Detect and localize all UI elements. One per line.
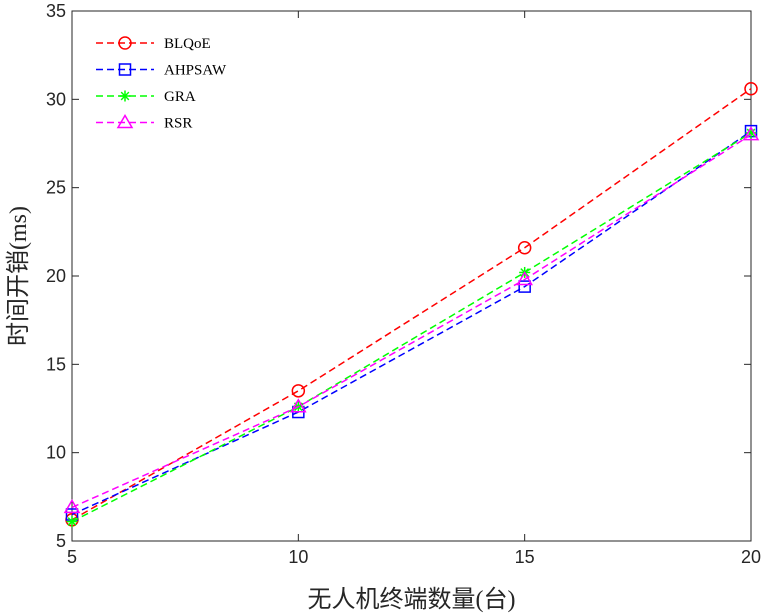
y-tick-label: 35 [46, 1, 66, 21]
y-tick-label: 30 [46, 89, 66, 109]
x-axis-label: 无人机终端数量(台) [308, 586, 516, 613]
data-point-rsr [290, 398, 307, 413]
legend-item-rsr: RSR [96, 114, 192, 132]
series-line-gra [71, 132, 752, 523]
y-tick-label: 25 [46, 178, 66, 198]
x-tick-label: 10 [288, 547, 308, 567]
data-point-blqoe [291, 384, 306, 398]
legend-label: RSR [164, 116, 192, 132]
legend-marker [119, 90, 131, 102]
y-tick-label: 20 [46, 266, 66, 286]
x-tick-label: 5 [67, 547, 77, 567]
ticks-layer: 5 10 15 20 5 10 15 20 25 30 35 [46, 1, 761, 567]
x-tick-label: 20 [741, 547, 761, 567]
legend: BLQoE AHPSAW GRA RSR [96, 36, 227, 132]
y-tick-label: 10 [46, 443, 66, 463]
y-axis-label: 时间开销(ms) [5, 206, 32, 346]
legend-label: AHPSAW [164, 63, 227, 79]
x-tick-label: 15 [515, 547, 535, 567]
legend-label: BLQoE [164, 36, 211, 52]
series-line-blqoe [71, 88, 752, 521]
data-point-rsr [63, 498, 81, 514]
legend-item-gra: GRA [96, 89, 196, 105]
legend-marker [116, 114, 134, 129]
legend-label: GRA [164, 89, 196, 105]
data-point-rsr [742, 126, 760, 141]
data-point-rsr [516, 271, 533, 286]
data-point-blqoe [517, 240, 532, 255]
data-point-ahpsaw [518, 280, 531, 293]
series-line-rsr [71, 134, 752, 509]
legend-item-ahpsaw: AHPSAW [96, 63, 227, 79]
data-point-gra [66, 516, 78, 528]
plot-border [71, 10, 752, 542]
series-line-ahpsaw [71, 130, 752, 516]
legend-marker [118, 63, 132, 76]
y-tick-label: 15 [46, 354, 66, 374]
series-layer [63, 81, 760, 528]
y-tick-label: 5 [56, 531, 66, 551]
data-point-blqoe [744, 81, 758, 96]
legend-item-blqoe: BLQoE [96, 36, 211, 52]
plot-area [71, 10, 752, 542]
legend-marker [118, 36, 132, 50]
